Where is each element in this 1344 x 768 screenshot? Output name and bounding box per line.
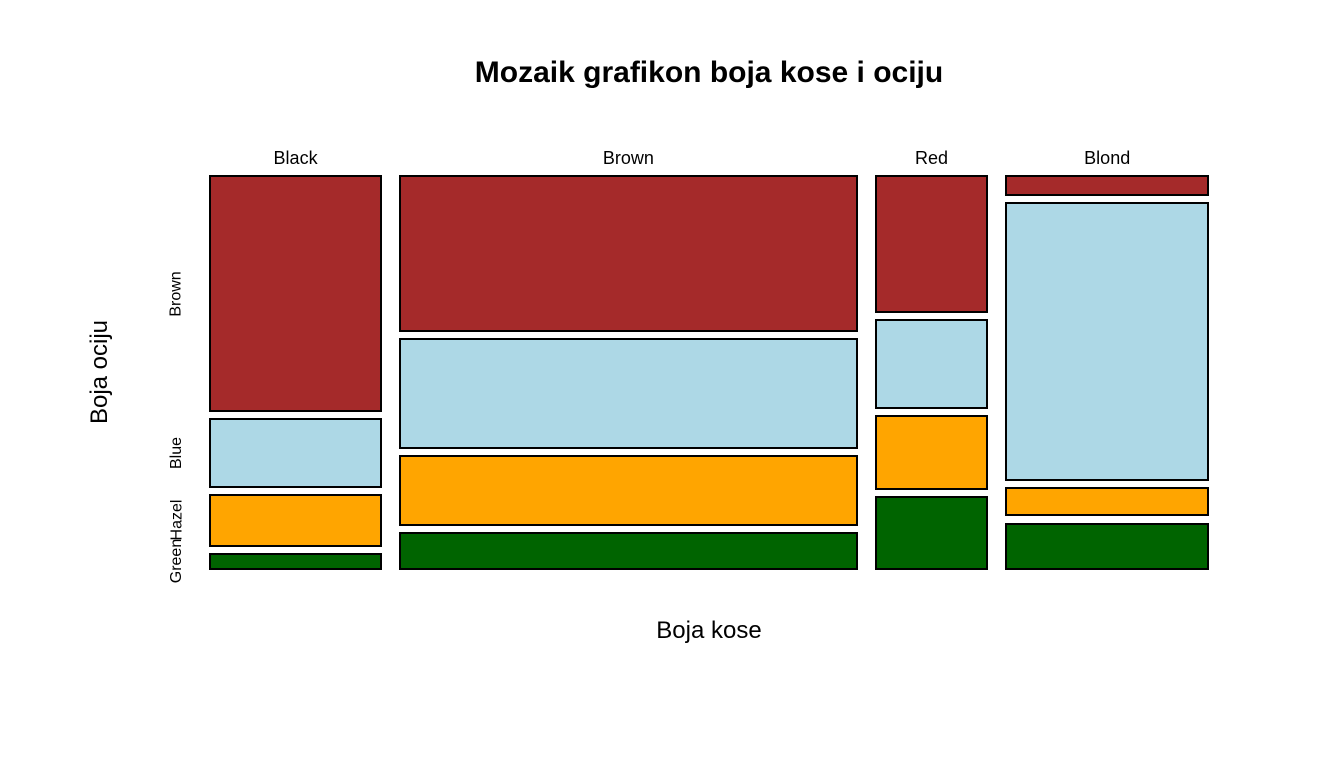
tile-red-green [874,495,989,570]
tile-brown-hazel [399,454,858,526]
row-label-hazel: Hazel [168,499,185,541]
tile-black-hazel [209,494,383,547]
column-label-black: Black [273,148,318,168]
tile-brown-green [399,531,858,570]
column-label-brown: Brown [602,148,654,168]
tile-red-brown [874,175,989,314]
chart-title: Mozaik grafikon boja kose i ociju [474,56,944,89]
tile-blond-brown [1005,175,1209,196]
tile-brown-brown [399,175,858,332]
row-label-blue: Blue [168,437,185,470]
column-label-red: Red [914,148,949,168]
x-axis-label: Boja kose [656,617,762,644]
row-label-brown: Brown [168,270,186,317]
tile-blond-hazel [1005,486,1209,517]
tile-brown-blue [399,337,858,449]
y-axis-label: Boja ociju [86,319,113,425]
plot-area [209,175,1209,570]
row-label-green: Green [168,539,185,584]
column-label-blond: Blond [1084,148,1131,168]
tile-black-blue [209,418,383,489]
tile-red-hazel [874,415,989,490]
tile-blond-green [1005,522,1209,570]
tile-red-blue [874,319,989,410]
tile-black-brown [209,175,383,413]
tile-blond-blue [1005,201,1209,481]
tile-black-green [209,552,383,570]
